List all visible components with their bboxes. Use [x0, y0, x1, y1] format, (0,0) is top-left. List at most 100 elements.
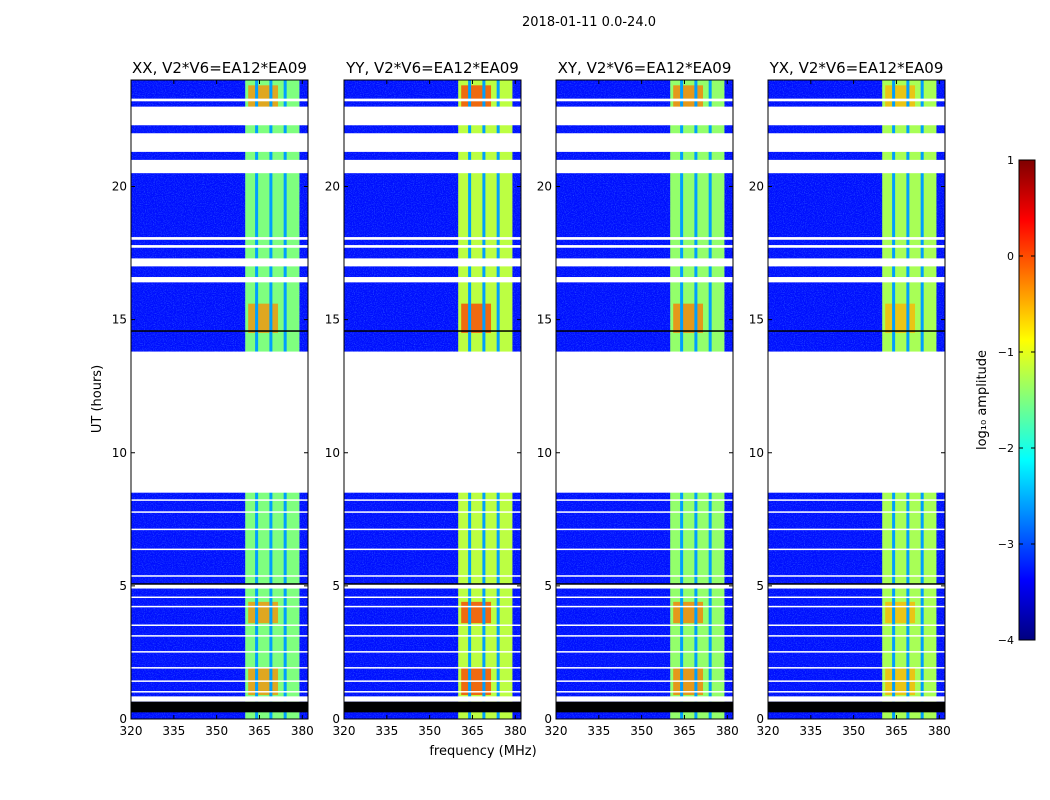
panel-4: YX, V2*V6=EA12*EA09 320 335 350 365 380 0 5 10 15… [749, 59, 951, 738]
flagged-black-line [131, 330, 308, 332]
data-gap [344, 351, 521, 493]
colorbar: 1 0 −1 −2 −3 −4 [998, 154, 1036, 647]
signal-hotspot [461, 601, 492, 624]
x-tick-label: 365 [673, 724, 696, 738]
y-tick-label: 20 [325, 180, 340, 194]
signal-hotspot [885, 303, 916, 333]
y-tick-label: 0 [544, 712, 552, 726]
flagged-row [131, 511, 308, 513]
flagged-black-line [768, 583, 945, 585]
flagged-row [768, 98, 945, 102]
flagged-row [556, 584, 733, 589]
flagged-black-line [556, 583, 733, 585]
x-tick-label: 365 [885, 724, 908, 738]
flagged-row [768, 106, 945, 126]
panel-frame [555, 79, 734, 720]
y-tick-label: 20 [112, 180, 127, 194]
flagged-black-line [556, 330, 733, 332]
flagged-row [768, 133, 945, 152]
flagged-row [344, 635, 521, 637]
flagged-row [556, 691, 733, 693]
signal-hotspot [885, 601, 916, 624]
flagged-row [556, 499, 733, 501]
x-tick-label: 320 [545, 724, 568, 738]
flagged-row [768, 605, 945, 608]
flagged-row [344, 548, 521, 551]
flagged-row [556, 511, 733, 513]
flagged-row [344, 651, 521, 653]
data-gap [556, 351, 733, 493]
flagged-row [344, 667, 521, 669]
flagged-black-line [131, 583, 308, 585]
colorbar-tick-label: −4 [998, 634, 1014, 647]
flagged-black-row [131, 701, 308, 713]
flagged-row [556, 133, 733, 152]
flagged-row [556, 159, 733, 174]
panels-group: XX, V2*V6=EA12*EA09 320 335 350 365 380 0 5 10 15… [112, 59, 951, 738]
x-tick-label: 335 [375, 724, 398, 738]
signal-hotspot [673, 601, 704, 624]
flagged-row [131, 98, 308, 102]
flagged-row [131, 548, 308, 551]
flagged-row [768, 575, 945, 577]
colorbar-tick-label: −2 [998, 442, 1014, 455]
flagged-row [556, 605, 733, 608]
flagged-row [556, 575, 733, 577]
x-tick-label: 380 [504, 724, 527, 738]
flagged-row [131, 691, 308, 693]
flagged-row [556, 651, 733, 653]
flagged-row [131, 133, 308, 152]
y-tick-label: 5 [119, 579, 127, 593]
signal-hotspot [248, 601, 279, 624]
flagged-row [131, 651, 308, 653]
flagged-row [131, 499, 308, 501]
x-tick-label: 365 [248, 724, 271, 738]
flagged-row [131, 159, 308, 174]
panel-1: XX, V2*V6=EA12*EA09 320 335 350 365 380 0 5 10 15… [112, 59, 314, 738]
flagged-row [344, 596, 521, 599]
flagged-row [556, 237, 733, 240]
flagged-row [556, 696, 733, 702]
flagged-row [768, 584, 945, 589]
flagged-row [344, 575, 521, 577]
colorbar-tick-label: −3 [998, 538, 1014, 551]
flagged-row [131, 245, 308, 248]
flagged-row [344, 133, 521, 152]
y-tick-label: 10 [537, 446, 552, 460]
flagged-row [768, 635, 945, 637]
panel-3: XY, V2*V6=EA12*EA09 320 335 350 365 380 0 5 10 15… [537, 59, 739, 738]
x-axis-label: frequency (MHz) [429, 744, 536, 759]
flagged-row [131, 584, 308, 589]
flagged-row [131, 575, 308, 577]
flagged-row [556, 635, 733, 637]
flagged-row [131, 696, 308, 702]
x-tick-label: 380 [928, 724, 951, 738]
y-tick-label: 0 [332, 712, 340, 726]
flagged-row [131, 635, 308, 637]
flagged-row [768, 499, 945, 501]
x-tick-label: 380 [716, 724, 739, 738]
flagged-row [556, 528, 733, 531]
flagged-row [344, 98, 521, 102]
y-tick-label: 20 [537, 180, 552, 194]
flagged-black-line [768, 330, 945, 332]
flagged-row [768, 245, 945, 248]
flagged-row [131, 667, 308, 669]
flagged-row [768, 237, 945, 240]
panel-title: XY, V2*V6=EA12*EA09 [558, 59, 732, 77]
flagged-row [131, 258, 308, 267]
x-tick-label: 365 [461, 724, 484, 738]
flagged-row [556, 667, 733, 669]
flagged-row [344, 277, 521, 283]
y-tick-label: 5 [756, 579, 764, 593]
signal-hotspot [461, 303, 492, 333]
x-tick-label: 335 [587, 724, 610, 738]
flagged-row [344, 528, 521, 531]
flagged-row [344, 258, 521, 267]
flagged-row [344, 106, 521, 126]
flagged-row [768, 691, 945, 693]
colorbar-tick-label: −1 [998, 346, 1014, 359]
x-tick-label: 350 [418, 724, 441, 738]
flagged-row [131, 237, 308, 240]
flagged-row [131, 528, 308, 531]
